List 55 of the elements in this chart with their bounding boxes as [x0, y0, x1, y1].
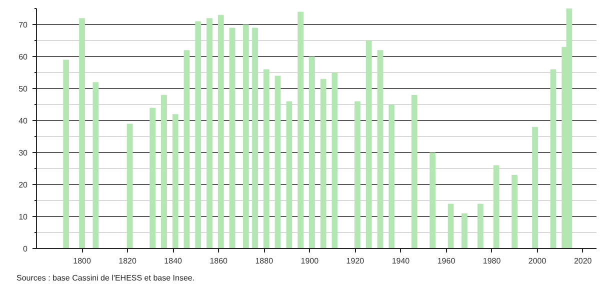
bar [263, 69, 270, 248]
x-tick-label: 2020 [574, 256, 592, 266]
bar [366, 40, 372, 248]
y-tick-label: 30 [18, 148, 28, 158]
bar [286, 101, 292, 248]
x-tick-label: 1940 [392, 256, 410, 266]
x-tick-label: 1960 [437, 256, 456, 266]
x-tick-label: 1920 [346, 256, 365, 266]
y-tick-label: 70 [18, 20, 28, 30]
bar [218, 14, 224, 248]
x-tick-label: 1820 [118, 256, 138, 266]
bar [252, 28, 258, 248]
x-tick-label: 1900 [300, 256, 320, 266]
bar [172, 114, 178, 248]
bar [512, 174, 518, 248]
bar [298, 12, 304, 248]
bar [411, 94, 418, 248]
bar [126, 124, 133, 248]
y-tick-label: 50 [18, 84, 28, 94]
bar [229, 28, 236, 248]
x-tick-label: 1860 [210, 256, 228, 266]
bar [184, 50, 190, 248]
x-tick-label: 1880 [255, 256, 274, 266]
bar [308, 56, 315, 248]
bar [63, 60, 70, 248]
bar [242, 24, 249, 248]
bar [161, 94, 167, 248]
bar [532, 126, 538, 248]
y-tick-label: 40 [18, 116, 28, 126]
bar [332, 72, 338, 248]
bar [550, 69, 556, 248]
x-tick-label: 1980 [482, 256, 502, 266]
bar [388, 104, 395, 248]
bar [354, 101, 360, 248]
bar [150, 108, 156, 248]
y-tick-label: 0 [23, 244, 28, 254]
bar [477, 204, 484, 248]
bar [448, 204, 454, 248]
bar [377, 50, 384, 248]
bar [92, 82, 99, 248]
y-tick-label: 60 [18, 52, 28, 62]
bar [320, 78, 326, 248]
x-tick-label: 2000 [528, 256, 547, 266]
bar [493, 165, 500, 248]
x-tick-label: 1800 [73, 256, 92, 266]
y-tick-label: 20 [18, 180, 28, 190]
bar [195, 21, 202, 248]
bar [462, 213, 468, 248]
source-note: Sources : base Cassini de l'EHESS et base Insee. [16, 274, 195, 282]
bar [274, 76, 281, 248]
bar [206, 18, 212, 248]
bar [79, 18, 85, 248]
x-tick-label: 1840 [164, 256, 183, 266]
y-tick-label: 10 [18, 212, 28, 222]
bar [430, 152, 436, 248]
